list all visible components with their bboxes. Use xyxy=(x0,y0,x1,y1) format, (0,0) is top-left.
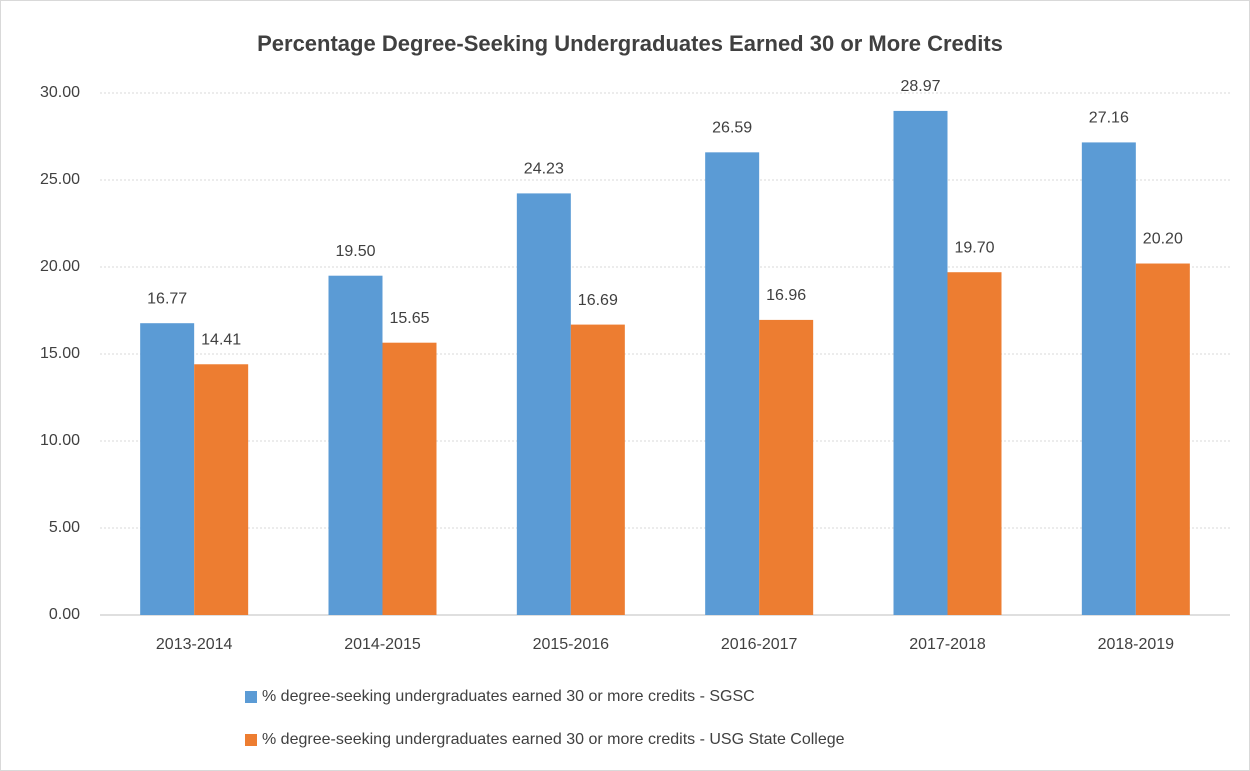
bar xyxy=(570,324,625,615)
data-label: 16.69 xyxy=(578,292,618,309)
bar xyxy=(705,152,760,616)
bar xyxy=(893,110,948,615)
bar xyxy=(516,193,571,615)
bar xyxy=(1081,142,1136,615)
legend-swatch xyxy=(245,734,257,746)
data-label: 19.70 xyxy=(954,239,994,256)
data-label: 26.59 xyxy=(712,120,752,137)
y-tick-label: 20.00 xyxy=(40,258,80,275)
y-tick-label: 0.00 xyxy=(49,606,80,623)
y-tick-label: 5.00 xyxy=(49,519,80,536)
bar xyxy=(947,272,1002,615)
x-tick-label: 2018-2019 xyxy=(1098,636,1175,653)
data-label: 28.97 xyxy=(900,78,940,95)
x-tick-label: 2015-2016 xyxy=(533,636,610,653)
y-tick-label: 15.00 xyxy=(40,345,80,362)
data-label: 14.41 xyxy=(201,331,241,348)
chart-title: Percentage Degree-Seeking Undergraduates… xyxy=(257,31,1003,56)
legend-swatch xyxy=(245,691,257,703)
bar xyxy=(328,275,383,615)
bar xyxy=(382,342,437,615)
data-label: 15.65 xyxy=(389,310,429,327)
y-tick-label: 30.00 xyxy=(40,84,80,101)
data-label: 16.77 xyxy=(147,290,187,307)
bar xyxy=(1135,263,1190,615)
legend-label: % degree-seeking undergraduates earned 3… xyxy=(262,688,755,705)
x-tick-label: 2013-2014 xyxy=(156,636,233,653)
data-label: 19.50 xyxy=(335,243,375,260)
x-tick-label: 2016-2017 xyxy=(721,636,798,653)
x-tick-label: 2014-2015 xyxy=(344,636,421,653)
y-tick-label: 10.00 xyxy=(40,432,80,449)
bar xyxy=(194,364,249,615)
data-label: 20.20 xyxy=(1143,231,1183,248)
legend-label: % degree-seeking undergraduates earned 3… xyxy=(262,731,845,748)
data-label: 27.16 xyxy=(1089,110,1129,127)
x-tick-label: 2017-2018 xyxy=(909,636,986,653)
data-label: 24.23 xyxy=(524,161,564,178)
bar xyxy=(759,319,814,615)
bar xyxy=(140,323,195,615)
data-label: 16.96 xyxy=(766,287,806,304)
y-tick-label: 25.00 xyxy=(40,171,80,188)
